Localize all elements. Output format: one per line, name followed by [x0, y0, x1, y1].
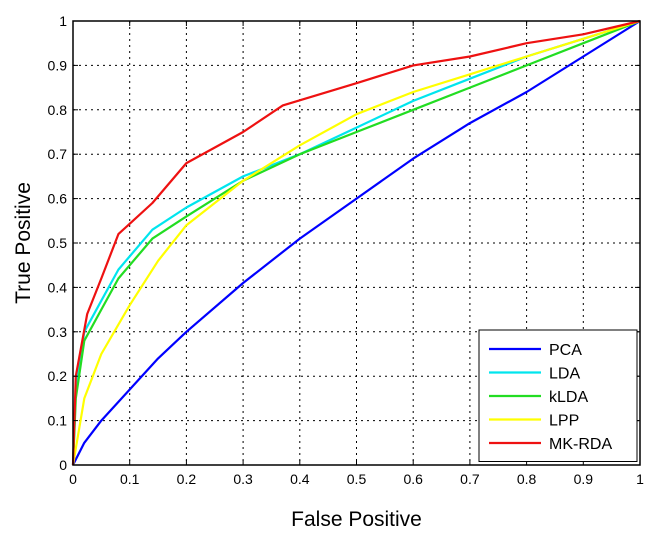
- y-tick-label: 0.9: [48, 57, 68, 73]
- legend-label-pca: PCA: [549, 342, 582, 359]
- y-tick-label: 0.6: [48, 191, 68, 207]
- y-tick-label: 0.4: [48, 279, 68, 295]
- y-tick-label: 0.2: [48, 368, 68, 384]
- y-axis-label: True Positive: [12, 182, 35, 304]
- x-tick-label: 0.6: [403, 471, 423, 487]
- y-tick-label: 0.8: [48, 102, 68, 118]
- series-line-lda: [71, 19, 641, 466]
- x-tick-label: 0: [69, 471, 77, 487]
- y-tick-label: 0.1: [48, 413, 68, 429]
- y-tick-label: 0.3: [48, 324, 68, 340]
- grid: [73, 21, 640, 465]
- y-tick-label: 0.5: [48, 235, 68, 251]
- ticks: 0 0.1 0.2 0.3 0.4 0.5 0.6 0.7 0.8 0.9 1 0 0.1 0.2 0.3 0…: [48, 13, 645, 487]
- y-tick-label: 0.7: [48, 146, 68, 162]
- x-tick-label: 0.1: [120, 471, 140, 487]
- x-axis-label: False Positive: [291, 508, 422, 531]
- x-tick-label: 0.3: [233, 471, 253, 487]
- series-lines: [71, 19, 641, 466]
- x-tick-label: 1: [636, 471, 644, 487]
- legend: PCA LDA kLDA LPP MK-RDA: [478, 329, 638, 462]
- series-line-lpp: [71, 19, 641, 466]
- legend-label-mk-rda: MK-RDA: [549, 436, 612, 453]
- x-tick-label: 0.8: [517, 471, 537, 487]
- x-tick-label: 0.9: [574, 471, 594, 487]
- x-tick-label: 0.2: [177, 471, 197, 487]
- x-tick-label: 0.4: [290, 471, 310, 487]
- series-line-mk-rda: [71, 19, 641, 466]
- y-tick-label: 0: [59, 457, 67, 473]
- x-tick-label: 0.7: [460, 471, 480, 487]
- x-tick-label: 0.5: [347, 471, 367, 487]
- legend-label-lpp: LPP: [549, 413, 579, 430]
- legend-label-lda: LDA: [549, 366, 580, 383]
- y-tick-label: 1: [59, 13, 67, 29]
- legend-label-klda: kLDA: [549, 389, 588, 406]
- series-line-pca: [72, 20, 641, 466]
